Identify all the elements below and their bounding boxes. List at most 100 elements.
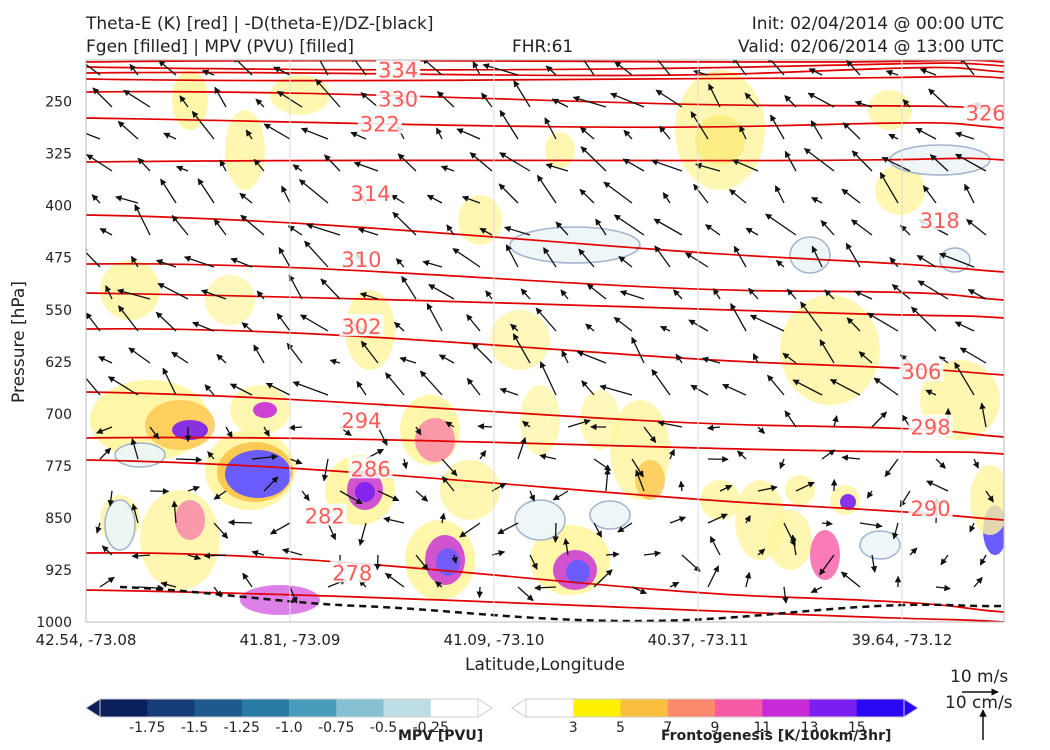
wind-arrow xyxy=(551,98,569,108)
wind-arrow xyxy=(287,225,303,236)
contour-label: 314 xyxy=(351,182,391,206)
wind-arrow xyxy=(618,255,633,268)
colorbar-tick-label: 11 xyxy=(753,720,771,736)
wind-arrow xyxy=(155,259,177,268)
wind-arrow xyxy=(171,215,189,236)
wind-arrow xyxy=(92,87,113,108)
wind-arrow xyxy=(203,552,227,559)
wind-arrow xyxy=(171,351,189,364)
wind-arrow xyxy=(790,534,797,556)
wind-arrow xyxy=(744,92,759,108)
wind-arrow xyxy=(719,484,733,492)
wind-arrow xyxy=(985,490,994,503)
wind-arrow xyxy=(384,572,405,588)
wind-arrow xyxy=(881,156,911,172)
wind-arrow xyxy=(269,522,291,535)
colorbar-tick-label: 15 xyxy=(848,720,866,736)
wind-arrow xyxy=(656,60,671,76)
wind-arrow xyxy=(935,458,946,469)
wind-arrow xyxy=(116,288,151,300)
wind-arrow xyxy=(774,185,785,204)
contour-label: 326 xyxy=(966,101,1006,125)
wind-arrow xyxy=(101,545,113,556)
wind-arrow xyxy=(859,522,883,529)
wind-arrow xyxy=(784,95,797,108)
wind-arrow xyxy=(940,554,949,566)
wind-arrow xyxy=(292,164,303,172)
wind-arrow xyxy=(866,490,874,499)
wind-arrow xyxy=(840,571,861,588)
wind-arrow xyxy=(749,314,785,332)
wind-arrow xyxy=(436,91,455,108)
wind-arrow xyxy=(459,522,481,538)
wind-arrow xyxy=(617,522,633,533)
wind-arrow xyxy=(744,571,752,588)
field-blob xyxy=(868,90,912,130)
wind-arrow xyxy=(544,117,557,140)
wind-arrow xyxy=(289,458,303,465)
wind-arrow xyxy=(748,287,759,300)
wind-arrow xyxy=(757,485,778,492)
x-axis: 42.54, -73.08 41.81, -73.09 41.09, -73.10 4… xyxy=(36,60,952,649)
contour-label-bg xyxy=(917,207,962,230)
wind-arrow xyxy=(659,325,671,332)
wind-arrow xyxy=(846,317,861,332)
wind-arrow xyxy=(461,195,481,204)
wind-arrow xyxy=(477,423,493,430)
fgen-colorbar: 3 5 7 9 11 13 15 xyxy=(511,698,919,736)
wind-arrow xyxy=(253,158,265,172)
field-blob xyxy=(810,530,840,580)
wind-arrow xyxy=(925,389,937,396)
wind-arrow xyxy=(695,162,721,172)
y-tick-label: 475 xyxy=(45,251,72,267)
wind-arrow xyxy=(315,78,341,108)
init-time-label: Init: 02/04/2014 @ 00:00 UTC xyxy=(751,14,1004,34)
wind-arrow xyxy=(543,247,557,268)
field-blob xyxy=(205,275,255,325)
surface-dashed-line xyxy=(119,585,1004,622)
wind-arrow xyxy=(329,358,341,365)
contour-label-bg xyxy=(339,407,384,430)
wind-arrow xyxy=(273,66,291,76)
field-blob xyxy=(172,420,208,440)
y-tick-label: 925 xyxy=(45,563,72,579)
wind-arrow xyxy=(534,584,557,592)
wind-arrow xyxy=(415,490,429,502)
filled-field-layer xyxy=(90,70,1004,615)
wind-arrow xyxy=(360,340,379,364)
wind-arrow xyxy=(324,154,341,172)
wind-arrow xyxy=(800,301,823,332)
y-tick-label: 1000 xyxy=(36,615,72,631)
field-blob xyxy=(100,260,160,320)
wind-arrow xyxy=(374,554,381,571)
colorbar-tick-label: 9 xyxy=(711,720,720,736)
wind-arrow xyxy=(576,350,607,364)
wind-arrow xyxy=(846,60,861,76)
theta-e-contour-line xyxy=(86,391,1004,438)
colorbar-tick-label: -0.25 xyxy=(413,720,449,736)
wind-arrow xyxy=(214,86,227,108)
colorbar-tick-label: -0.5 xyxy=(370,720,397,736)
colorbar-extend-right xyxy=(477,698,493,718)
wind-arrow xyxy=(879,172,899,204)
wind-arrow xyxy=(505,244,519,268)
wind-arrow xyxy=(86,60,101,76)
colorbar-segment xyxy=(289,699,337,717)
wind-arrow xyxy=(213,586,222,598)
y-tick-label: 550 xyxy=(45,303,72,319)
wind-arrow xyxy=(219,159,227,172)
wind-arrow xyxy=(891,284,911,300)
wind-arrow xyxy=(499,387,519,396)
contour-label: 330 xyxy=(378,88,418,112)
y-tick-label: 250 xyxy=(45,95,72,111)
wind-arrow xyxy=(358,522,367,546)
wind-arrow xyxy=(795,481,815,492)
field-blob xyxy=(270,75,330,115)
wind-arrow xyxy=(225,426,233,439)
contour-label: 278 xyxy=(332,561,372,585)
contour-label-bg xyxy=(339,246,384,269)
wind-arrow xyxy=(521,420,531,428)
field-blob xyxy=(695,115,745,165)
wind-arrow xyxy=(499,152,531,172)
wind-arrow xyxy=(476,586,484,599)
